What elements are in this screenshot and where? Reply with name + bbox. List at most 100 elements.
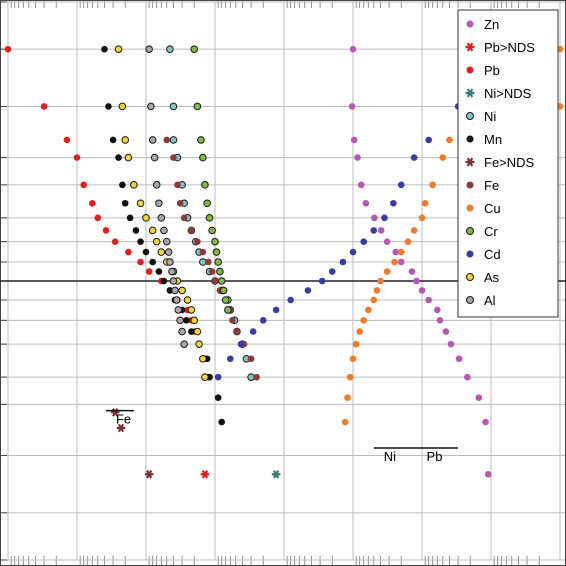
data-point [187,306,196,314]
data-point [142,214,150,222]
data-point [118,102,127,111]
legend-entry: Cd [466,247,501,262]
legend-label: Al [484,293,496,308]
data-point [155,199,163,208]
data-point [121,136,130,144]
data-point [168,267,176,276]
data-point [169,136,178,144]
data-point [188,328,195,335]
legend-entry: Al [466,293,496,308]
data-point [147,102,155,111]
data-point [144,469,154,479]
legend-marker [465,88,475,98]
data-point [365,306,372,314]
data-point [80,181,87,189]
data-point [194,238,201,245]
data-point [475,394,483,401]
data-point [208,268,216,275]
data-point [166,258,174,266]
data-point [218,418,225,426]
data-point [205,214,214,222]
data-point [381,214,388,222]
legend-label: Fe [484,178,499,193]
legend-label: Pb>NDS [484,40,535,55]
series-cu [341,45,564,426]
data-point [174,306,183,314]
data-point [121,199,129,207]
data-point [199,153,207,162]
data-point [211,277,219,285]
data-point [410,227,418,234]
data-point [233,328,241,335]
legend-entry: Fe [466,178,499,193]
data-point [410,154,418,161]
data-point [130,181,138,189]
data-point [201,181,209,189]
data-point [201,373,209,381]
data-point [356,328,363,335]
data-point [145,45,153,53]
data-point [272,306,280,314]
data-point [150,153,159,162]
series-ni-nds [271,469,281,479]
data-point [304,287,312,294]
data-point [203,199,211,208]
data-point [124,153,133,162]
data-point [227,355,234,363]
data-point [253,373,260,381]
legend-marker [466,20,474,28]
series-zn [348,45,492,478]
data-point [199,354,207,363]
data-point [436,317,444,324]
data-point [110,408,120,417]
data-point [370,296,378,304]
data-point [178,327,186,336]
data-point [328,268,336,275]
data-point [190,45,199,53]
data-point [271,469,281,479]
data-point [349,248,357,256]
legend-marker [466,227,474,235]
data-point [447,340,455,348]
data-point [439,154,447,161]
data-point [125,248,132,256]
series-pb-nds [200,469,210,479]
legend-marker [466,273,474,281]
data-point [349,355,357,363]
data-point [455,355,463,363]
data-point [142,248,150,256]
legend-label: Fe>NDS [484,155,535,170]
data-point [155,268,163,275]
legend-marker [466,112,474,120]
data-point [205,258,212,266]
data-point [413,277,420,285]
data-point [352,340,360,348]
data-point [183,296,192,304]
data-point [197,136,205,144]
legend-marker [466,250,474,258]
data-point [152,181,161,189]
data-point [397,258,405,266]
data-point [195,340,203,348]
legend-marker [465,42,475,52]
data-point [152,237,161,246]
data-point [166,45,174,53]
data-point [219,286,228,295]
legend-label: As [484,270,500,285]
data-point [163,136,171,144]
data-point [354,154,361,161]
data-point [101,45,108,53]
data-point [208,226,216,235]
legend-marker [466,135,474,143]
legend-label: Ni [484,109,496,124]
data-point [397,248,405,256]
data-point [237,340,245,348]
data-point [116,423,126,433]
data-point [199,248,207,256]
data-point [115,154,122,161]
legend-entry: Ni [466,109,496,124]
data-point [390,199,397,207]
legend-entry: Cu [466,201,501,216]
data-point [169,102,178,111]
data-point [212,248,221,256]
